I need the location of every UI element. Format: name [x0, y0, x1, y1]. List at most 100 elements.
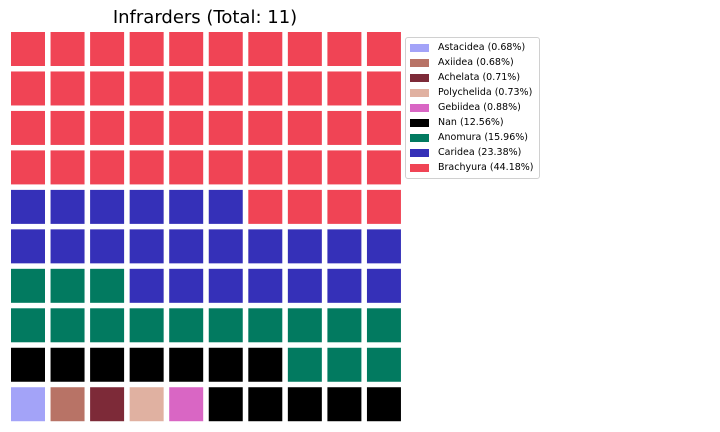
legend-item-axiidea: Axiidea (0.68%) [406, 55, 539, 70]
waffle-cell-nan [248, 347, 283, 382]
waffle-cell-anomura [90, 308, 125, 343]
waffle-cell-brachyura [90, 71, 125, 106]
waffle-cell-nan [50, 347, 85, 382]
waffle-cell-brachyura [50, 110, 85, 145]
waffle-cell-caridea [366, 268, 401, 303]
waffle-cell-caridea [248, 268, 283, 303]
legend-label: Astacidea (0.68%) [438, 42, 526, 53]
legend-item-gebiidea: Gebiidea (0.88%) [406, 100, 539, 115]
legend-item-anomura: Anomura (15.96%) [406, 130, 539, 145]
waffle-cell-nan [248, 387, 283, 422]
waffle-cell-caridea [327, 268, 362, 303]
legend-label: Axiidea (0.68%) [438, 57, 514, 68]
waffle-cell-caridea [287, 268, 322, 303]
legend-item-astacidea: Astacidea (0.68%) [406, 40, 539, 55]
waffle-cell-nan [287, 387, 322, 422]
waffle-cell-caridea [50, 229, 85, 264]
legend-label: Gebiidea (0.88%) [438, 102, 521, 113]
waffle-cell-nan [11, 347, 45, 382]
waffle-cell-brachyura [208, 110, 243, 145]
legend-item-brachyura: Brachyura (44.18%) [406, 160, 539, 175]
waffle-cell-anomura [366, 308, 401, 343]
waffle-cell-brachyura [327, 110, 362, 145]
waffle-cell-caridea [129, 229, 164, 264]
waffle-cell-brachyura [287, 71, 322, 106]
waffle-cell-brachyura [90, 110, 125, 145]
waffle-cell-anomura [11, 268, 45, 303]
waffle-cell-caridea [327, 229, 362, 264]
legend-swatch [410, 58, 429, 67]
waffle-cell-brachyura [248, 189, 283, 224]
waffle-cell-brachyura [248, 110, 283, 145]
waffle-cell-anomura [129, 308, 164, 343]
waffle-cell-brachyura [366, 110, 401, 145]
legend-item-polychelida: Polychelida (0.73%) [406, 85, 539, 100]
waffle-cell-anomura [327, 308, 362, 343]
waffle-cell-brachyura [169, 110, 204, 145]
waffle-cell-brachyura [208, 32, 243, 66]
waffle-cell-brachyura [327, 71, 362, 106]
waffle-cell-brachyura [129, 110, 164, 145]
legend-item-achelata: Achelata (0.71%) [406, 70, 539, 85]
waffle-cell-anomura [169, 308, 204, 343]
legend-label: Nan (12.56%) [438, 117, 504, 128]
waffle-cell-axiidea [50, 387, 85, 422]
waffle-cell-caridea [208, 229, 243, 264]
waffle-cell-brachyura [287, 110, 322, 145]
waffle-cell-brachyura [90, 150, 125, 185]
legend-swatch [410, 43, 429, 52]
legend-item-caridea: Caridea (23.38%) [406, 145, 539, 160]
waffle-cell-astacidea [11, 387, 45, 422]
waffle-cell-achelata [90, 387, 125, 422]
waffle-cell-nan [208, 387, 243, 422]
waffle-cell-nan [208, 347, 243, 382]
waffle-cell-brachyura [366, 150, 401, 185]
legend-label: Polychelida (0.73%) [438, 87, 533, 98]
waffle-cell-caridea [90, 229, 125, 264]
waffle-cell-brachyura [129, 150, 164, 185]
waffle-cell-brachyura [50, 32, 85, 66]
waffle-cell-caridea [50, 189, 85, 224]
waffle-cell-caridea [169, 229, 204, 264]
legend-swatch [410, 133, 429, 142]
legend-label: Brachyura (44.18%) [438, 162, 534, 173]
waffle-cell-nan [90, 347, 125, 382]
legend-swatch [410, 103, 429, 112]
legend-item-nan: Nan (12.56%) [406, 115, 539, 130]
legend-label: Achelata (0.71%) [438, 72, 521, 83]
waffle-cell-brachyura [327, 189, 362, 224]
legend: Astacidea (0.68%) Axiidea (0.68%) Achelata… [405, 37, 540, 179]
waffle-cell-anomura [248, 308, 283, 343]
waffle-cell-brachyura [287, 150, 322, 185]
waffle-cell-brachyura [248, 32, 283, 66]
legend-label: Anomura (15.96%) [438, 132, 528, 143]
waffle-cell-brachyura [11, 71, 45, 106]
waffle-cell-nan [366, 387, 401, 422]
waffle-cell-brachyura [287, 189, 322, 224]
waffle-cell-anomura [50, 308, 85, 343]
waffle-cell-caridea [11, 229, 45, 264]
waffle-cell-brachyura [327, 150, 362, 185]
waffle-cell-nan [169, 347, 204, 382]
waffle-cell-caridea [287, 229, 322, 264]
waffle-cell-caridea [129, 268, 164, 303]
waffle-cell-brachyura [11, 110, 45, 145]
waffle-cell-anomura [50, 268, 85, 303]
waffle-cell-brachyura [90, 32, 125, 66]
waffle-cell-caridea [366, 229, 401, 264]
waffle-cell-anomura [208, 308, 243, 343]
waffle-cell-caridea [11, 189, 45, 224]
waffle-cell-brachyura [248, 150, 283, 185]
legend-label: Caridea (23.38%) [438, 147, 522, 158]
waffle-cell-anomura [327, 347, 362, 382]
legend-swatch [410, 163, 429, 172]
waffle-cell-brachyura [327, 32, 362, 66]
waffle-cell-brachyura [129, 71, 164, 106]
waffle-cell-brachyura [366, 189, 401, 224]
waffle-cell-brachyura [208, 150, 243, 185]
waffle-cell-caridea [248, 229, 283, 264]
waffle-cell-brachyura [169, 150, 204, 185]
waffle-cell-anomura [366, 347, 401, 382]
waffle-cell-anomura [287, 308, 322, 343]
